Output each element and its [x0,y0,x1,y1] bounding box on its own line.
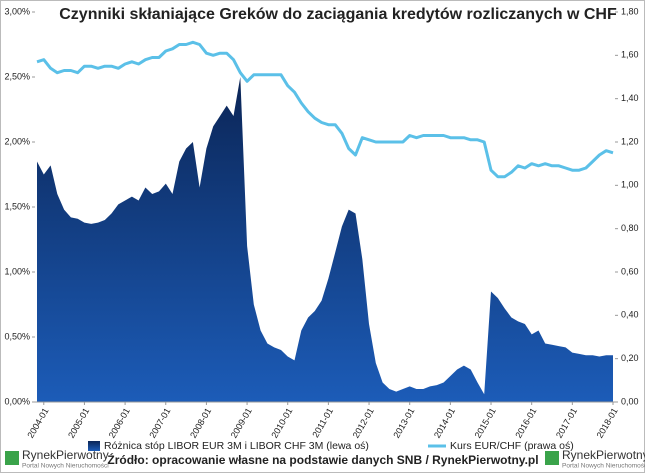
y-tick-label: 0,00% [4,396,30,406]
y2-tick-label: 0,80 [621,223,639,233]
logo-tagline: Portal Nowych Nieruchomości [22,463,109,470]
y-tick-label: 3,00% [4,6,30,16]
chart-title: Czynniki skłaniające Greków do zaciągani… [59,6,617,23]
legend-label: Różnica stóp LIBOR EUR 3M i LIBOR CHF 3M… [104,440,369,452]
logo-name: RynekPierwotny [562,448,645,462]
legend-swatch [88,441,100,451]
y2-tick-label: 1,60 [621,50,639,60]
y2-tick-label: 0,60 [621,266,639,276]
y2-tick-label: 1,40 [621,93,639,103]
y2-tick-label: 1,20 [621,136,639,146]
source: Źródło: opracowanie własne na podstawie … [107,452,538,467]
logo: RynekPierwotny Portal Nowych Nieruchomoś… [5,448,109,470]
logo: RynekPierwotny Portal Nowych Nieruchomoś… [545,448,645,470]
y2-tick-label: 0,20 [621,353,639,363]
logo-tagline: Portal Nowych Nieruchomości [562,463,645,470]
y2-tick-label: 0,00 [621,396,639,406]
y-tick-label: 2,50% [4,71,30,81]
logo-icon [5,451,19,465]
y-tick-label: 2,00% [4,136,30,146]
y2-tick-label: 1,00 [621,180,639,190]
y-tick-label: 1,50% [4,201,30,211]
legend-label: Kurs EUR/CHF (prawa oś) [450,440,574,452]
y-tick-label: 0,50% [4,331,30,341]
area [37,77,613,402]
logo-icon [545,451,559,465]
line [36,40,614,179]
logo-name: RynekPierwotny [22,448,109,462]
y-tick-label: 1,00% [4,266,30,276]
y2-tick-label: 0,40 [621,310,639,320]
y2-tick-label: 1,80 [621,6,639,16]
